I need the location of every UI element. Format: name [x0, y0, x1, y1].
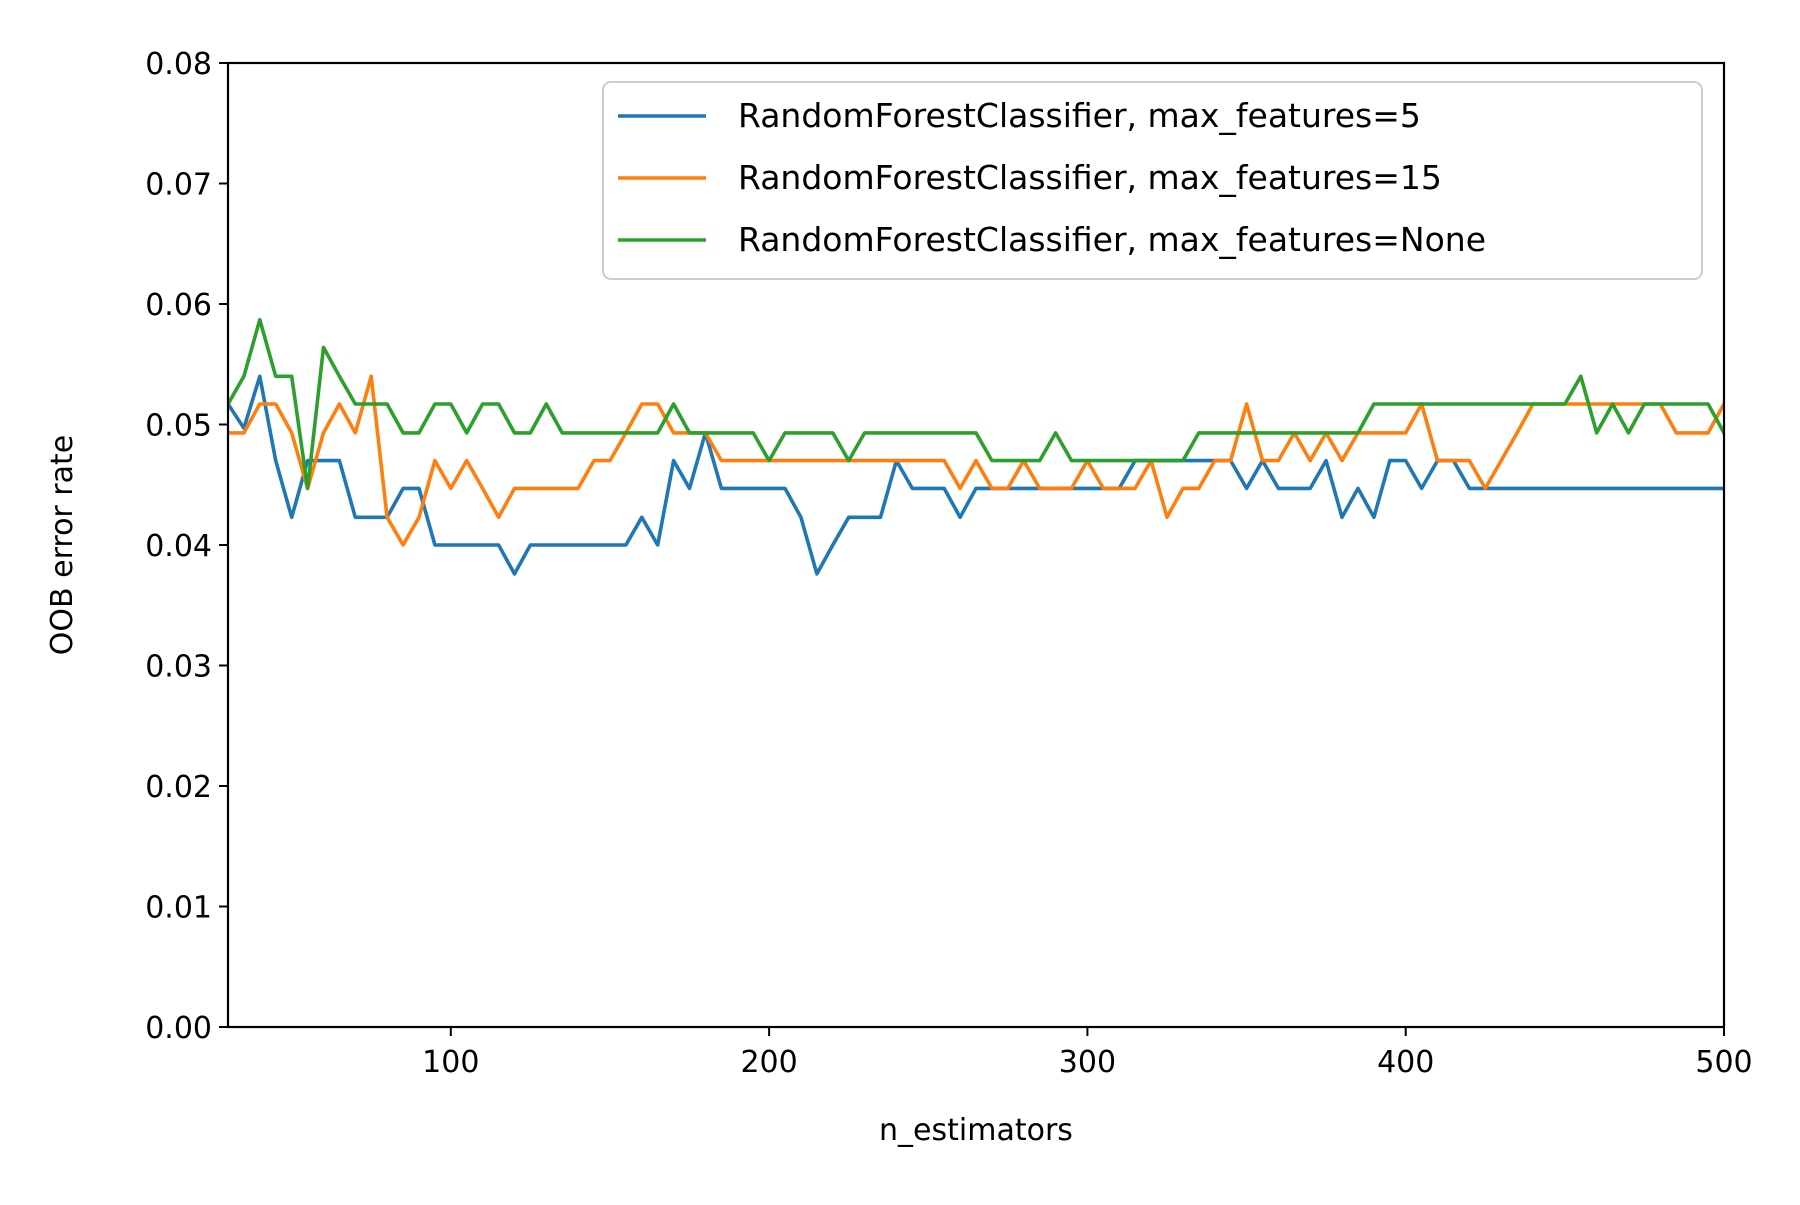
x-tick-label: 500	[1695, 1045, 1752, 1080]
legend-label: RandomForestClassifier, max_features=5	[738, 96, 1421, 135]
y-tick-label: 0.00	[145, 1011, 212, 1046]
x-tick-label: 100	[422, 1045, 479, 1080]
y-tick-label: 0.08	[145, 47, 212, 82]
legend-label: RandomForestClassifier, max_features=15	[738, 158, 1442, 197]
y-tick-label: 0.04	[145, 529, 212, 564]
y-tick-label: 0.07	[145, 168, 212, 203]
y-tick-label: 0.01	[145, 891, 212, 926]
x-axis-label: n_estimators	[879, 1113, 1073, 1148]
y-tick-label: 0.05	[145, 409, 212, 444]
x-tick-label: 200	[740, 1045, 797, 1080]
legend: RandomForestClassifier, max_features=5 Ra…	[603, 82, 1702, 279]
y-axis: 0.00 0.01 0.02 0.03 0.04 0.05 0.06 0.07 0.08	[145, 47, 228, 1046]
series-2	[228, 376, 1724, 545]
legend-label: RandomForestClassifier, max_features=Non…	[738, 220, 1486, 259]
y-tick-label: 0.02	[145, 770, 212, 805]
x-axis: 100 200 300 400 500	[422, 1027, 1752, 1080]
y-tick-label: 0.06	[145, 288, 212, 323]
x-tick-label: 400	[1377, 1045, 1434, 1080]
x-tick-label: 300	[1059, 1045, 1116, 1080]
series-layer	[228, 320, 1724, 574]
y-axis-label: OOB error rate	[45, 435, 80, 655]
y-tick-label: 0.03	[145, 650, 212, 685]
